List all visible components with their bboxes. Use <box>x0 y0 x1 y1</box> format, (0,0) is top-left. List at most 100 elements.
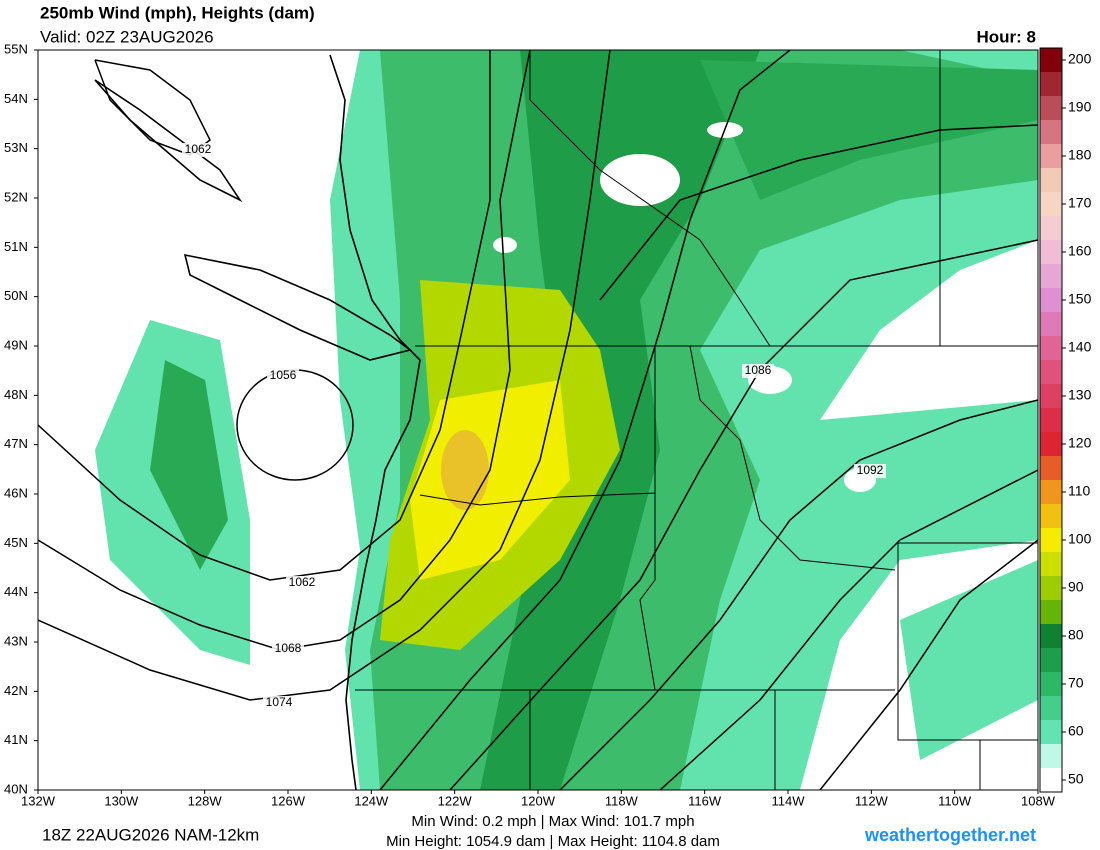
lat-label: 42N <box>4 683 28 698</box>
map <box>37 49 1039 791</box>
lat-label: 46N <box>4 485 28 500</box>
lon-label: 132W <box>21 793 56 808</box>
colorbar-segment <box>1040 552 1062 576</box>
colorbar-segment <box>1040 768 1062 792</box>
colorbar-segment <box>1040 216 1062 240</box>
colorbar-label: 100 <box>1068 531 1092 547</box>
lon-label: 130W <box>104 793 139 808</box>
colorbar-label: 90 <box>1068 579 1084 595</box>
colorbar-segment <box>1040 648 1062 672</box>
colorbar-segment <box>1040 672 1062 696</box>
lon-label: 116W <box>688 793 722 808</box>
colorbar-segment <box>1040 192 1062 216</box>
colorbar-label: 110 <box>1068 483 1091 499</box>
colorbar-frame <box>1039 47 1063 793</box>
colorbar-label: 180 <box>1068 147 1092 163</box>
valid-time: Valid: 02Z 23AUG2026 <box>40 27 214 46</box>
contour-label: 1068 <box>275 641 302 655</box>
colorbar-segment <box>1040 480 1062 504</box>
contour-label-bg <box>272 642 304 656</box>
lon-label: 122W <box>438 793 473 808</box>
colorbar-segment <box>1040 384 1062 408</box>
colorbar-segment <box>1040 408 1062 432</box>
colorbar-segment <box>1040 504 1062 528</box>
title: 250mb Wind (mph), Heights (dam) <box>40 3 315 22</box>
colorbar-segment <box>1040 432 1062 456</box>
lat-label: 49N <box>4 337 28 352</box>
lat-label: 55N <box>4 41 28 56</box>
contour-label: 1056 <box>270 368 297 382</box>
model-run: 18Z 22AUG2026 NAM-12km <box>42 825 259 844</box>
forecast-hour: Hour: 8 <box>977 27 1037 46</box>
colorbar-segment <box>1040 456 1062 480</box>
colorbar-label: 80 <box>1068 627 1084 643</box>
colorbar-label: 60 <box>1068 723 1084 739</box>
colorbar-segment <box>1040 72 1062 96</box>
lat-label: 48N <box>4 387 28 402</box>
lat-label: 53N <box>4 140 28 155</box>
contour-label-bg <box>182 143 214 157</box>
lat-label: 45N <box>4 535 28 550</box>
contour-label: 1086 <box>745 363 772 377</box>
lon-label: 114W <box>772 793 806 808</box>
lat-label: 41N <box>4 732 28 747</box>
colorbar-segment <box>1040 144 1062 168</box>
colorbar-segment <box>1040 600 1062 624</box>
colorbar-label: 190 <box>1068 99 1092 115</box>
lat-label: 40N <box>4 781 28 796</box>
colorbar-segment <box>1040 264 1062 288</box>
height-range: Min Height: 1054.9 dam | Max Height: 110… <box>386 833 720 850</box>
colorbar-segment <box>1040 312 1062 336</box>
contour-label: 1074 <box>266 695 293 709</box>
colorbar-segment <box>1040 96 1062 120</box>
lon-label: 108W <box>1021 793 1056 808</box>
contour-label-bg <box>742 364 774 378</box>
lat-label: 51N <box>4 239 28 254</box>
colorbar-label: 50 <box>1068 771 1084 787</box>
lon-label: 112W <box>855 793 889 808</box>
colorbar-segment <box>1040 120 1062 144</box>
colorbar-segment <box>1040 48 1062 72</box>
lat-label: 43N <box>4 633 28 648</box>
colorbar-label: 160 <box>1068 243 1092 259</box>
colorbar-segment <box>1040 696 1062 720</box>
colorbar-segment <box>1040 720 1062 744</box>
colorbar-segment <box>1040 288 1062 312</box>
colorbar-segment <box>1040 576 1062 600</box>
contour-label: 1062 <box>289 575 316 589</box>
colorbar-label: 140 <box>1068 339 1092 355</box>
contour-label-bg <box>267 369 299 383</box>
colorbar-segment <box>1040 528 1062 552</box>
lon-label: 110W <box>938 793 972 808</box>
colorbar-label: 120 <box>1068 435 1092 451</box>
colorbar-segment <box>1040 240 1062 264</box>
lon-label: 128W <box>188 793 223 808</box>
colorbar-segment <box>1040 168 1062 192</box>
lat-label: 47N <box>4 436 28 451</box>
lon-label: 120W <box>521 793 556 808</box>
contour-label-bg <box>286 576 318 590</box>
colorbar-segment <box>1040 624 1062 648</box>
colorbar-segment <box>1040 360 1062 384</box>
contour-label-bg <box>854 464 886 478</box>
wind-range: Min Wind: 0.2 mph | Max Wind: 101.7 mph <box>411 813 694 830</box>
contour-label-bg <box>263 696 295 710</box>
lat-label: 52N <box>4 189 28 204</box>
colorbar-label: 170 <box>1068 195 1092 211</box>
colorbar-segment <box>1040 336 1062 360</box>
lon-label: 118W <box>605 793 639 808</box>
contour-label: 1062 <box>185 142 212 156</box>
contour-label: 1092 <box>857 463 884 477</box>
site: weathertogether.net <box>864 825 1036 845</box>
colorbar-label: 130 <box>1068 387 1092 403</box>
lat-label: 50N <box>4 288 28 303</box>
lon-label: 126W <box>271 793 306 808</box>
colorbar-segment <box>1040 744 1062 768</box>
lon-label: 124W <box>354 793 389 808</box>
lat-label: 44N <box>4 584 28 599</box>
colorbar-label: 200 <box>1068 51 1092 67</box>
colorbar-label: 70 <box>1068 675 1084 691</box>
colorbar-label: 150 <box>1068 291 1092 307</box>
lat-label: 54N <box>4 91 28 106</box>
